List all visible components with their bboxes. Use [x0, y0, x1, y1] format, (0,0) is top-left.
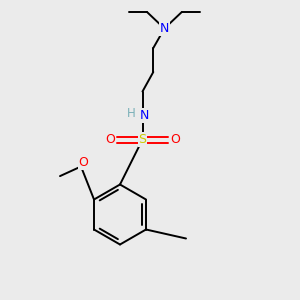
- Text: O: O: [79, 156, 88, 170]
- Text: N: N: [139, 109, 149, 122]
- Text: O: O: [105, 133, 115, 146]
- Text: H: H: [127, 106, 136, 120]
- Text: O: O: [170, 133, 180, 146]
- Text: N: N: [160, 22, 169, 35]
- Text: S: S: [139, 133, 146, 146]
